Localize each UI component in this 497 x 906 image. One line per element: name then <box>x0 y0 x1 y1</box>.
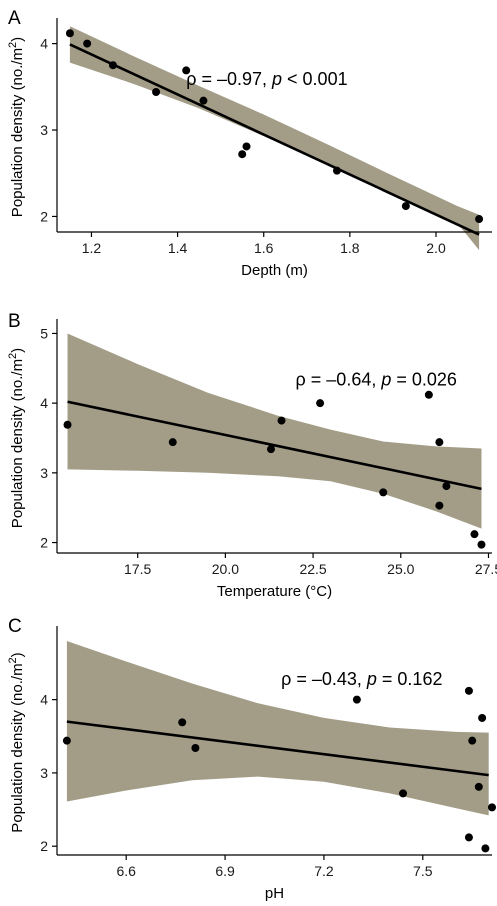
panel-letter-b: B <box>8 311 21 332</box>
annotation-rho: ρ = –0.43, <box>281 669 367 689</box>
panel-a: 1.2 1.4 1.6 1.8 2.0 2 3 4 Depth (m) Population de… <box>7 8 492 279</box>
data-point <box>477 540 486 549</box>
data-point <box>168 438 177 447</box>
data-point <box>475 215 484 224</box>
x-tick-label: 7.5 <box>413 863 433 879</box>
x-tick-label: 22.5 <box>299 561 326 577</box>
x-tick-label: 7.2 <box>314 863 334 879</box>
x-tick-label: 25.0 <box>387 561 414 577</box>
data-point <box>474 782 483 791</box>
data-point <box>464 686 473 695</box>
x-tick-label: 2.0 <box>426 240 446 256</box>
data-point <box>379 488 388 497</box>
data-point <box>65 29 74 38</box>
data-point <box>399 789 408 798</box>
data-point <box>108 61 117 70</box>
annotation-rho: ρ = –0.97, <box>186 69 272 89</box>
x-tick-label: 1.4 <box>168 240 188 256</box>
annotation-p-value: < 0.001 <box>282 69 348 89</box>
panel-letter-c: C <box>8 616 22 637</box>
y-tick-label: 2 <box>40 535 48 551</box>
data-point <box>470 530 479 539</box>
data-point <box>266 445 275 454</box>
y-axis-label-c: Population density (no./m2) <box>7 652 26 832</box>
panel-b: 17.5 20.0 22.5 25.0 27.5 2 3 4 5 Temperature (°C)… <box>7 311 497 600</box>
data-point <box>152 88 161 96</box>
y-tick-label: 2 <box>40 838 48 854</box>
x-tick-label: 1.8 <box>340 240 360 256</box>
x-tick-label: 6.9 <box>215 863 235 879</box>
y-tick-label: 5 <box>40 325 48 341</box>
data-point <box>316 399 325 408</box>
annotation-p-symbol: p <box>271 69 282 89</box>
y-label-end: ) <box>9 652 26 657</box>
correlation-annotation-b: ρ = –0.64, p = 0.026 <box>296 370 457 390</box>
data-point <box>83 39 92 48</box>
annotation-p-symbol: p <box>366 669 377 689</box>
y-tick-label: 4 <box>40 36 48 52</box>
regression-line-c <box>66 720 489 777</box>
panel-letter-a: A <box>8 8 21 29</box>
x-tick-label: 20.0 <box>212 561 239 577</box>
data-point <box>199 96 208 105</box>
y-tick-label: 3 <box>40 122 48 138</box>
data-point <box>62 736 71 745</box>
x-tick-label: 1.6 <box>254 240 274 256</box>
data-point <box>332 166 341 175</box>
annotation-p-value: = 0.026 <box>391 370 457 390</box>
regression-line-a <box>69 43 480 236</box>
y-label-superscript: 2 <box>7 657 19 663</box>
data-point <box>352 695 361 704</box>
data-point <box>277 416 286 425</box>
data-point <box>401 202 410 211</box>
confidence-band-c <box>66 641 489 816</box>
y-axis-label-b: Population density (no./m2) <box>7 348 26 528</box>
y-label-superscript: 2 <box>7 42 19 48</box>
annotation-p-value: = 0.162 <box>377 669 443 689</box>
data-point <box>424 390 433 399</box>
correlation-annotation-c: ρ = –0.43, p = 0.162 <box>281 669 442 689</box>
x-axis-label-c: pH <box>265 885 284 902</box>
data-point <box>242 142 251 151</box>
y-label-superscript: 2 <box>7 353 19 359</box>
data-point <box>442 482 451 491</box>
data-point <box>63 420 72 429</box>
data-point <box>191 743 200 752</box>
x-tick-label: 17.5 <box>124 561 151 577</box>
y-axis-label-a: Population density (no./m2) <box>7 37 26 217</box>
y-label-main: Population density (no./m <box>9 48 26 217</box>
x-tick-label: 27.5 <box>475 561 497 577</box>
x-axis-label-a: Depth (m) <box>241 262 308 279</box>
regression-line-b <box>67 400 482 491</box>
y-label-main: Population density (no./m <box>9 663 26 832</box>
confidence-band-b <box>67 333 482 529</box>
y-label-end: ) <box>9 348 26 353</box>
data-point <box>178 718 187 727</box>
data-point <box>481 844 490 853</box>
y-tick-label: 3 <box>40 465 48 481</box>
y-tick-label: 2 <box>40 208 48 224</box>
correlation-annotation-a: ρ = –0.97, p < 0.001 <box>186 69 347 89</box>
data-point <box>464 833 473 842</box>
panel-c: 6.6 6.9 7.2 7.5 2 3 4 pH Population density (no.… <box>7 616 496 902</box>
annotation-rho: ρ = –0.64, <box>296 370 382 390</box>
data-point <box>238 150 247 159</box>
data-point <box>435 501 444 510</box>
data-point <box>182 66 191 75</box>
x-tick-label: 6.6 <box>116 863 136 879</box>
data-point <box>468 736 477 745</box>
annotation-p-symbol: p <box>380 370 391 390</box>
x-axis-label-b: Temperature (°C) <box>217 583 332 600</box>
x-tick-label: 1.2 <box>82 240 102 256</box>
y-tick-label: 4 <box>40 692 48 708</box>
y-tick-label: 3 <box>40 765 48 781</box>
data-point <box>478 713 487 722</box>
y-tick-label: 4 <box>40 395 48 411</box>
data-point <box>435 438 444 447</box>
y-label-end: ) <box>9 37 26 42</box>
data-point <box>488 803 496 812</box>
y-label-main: Population density (no./m <box>9 359 26 528</box>
